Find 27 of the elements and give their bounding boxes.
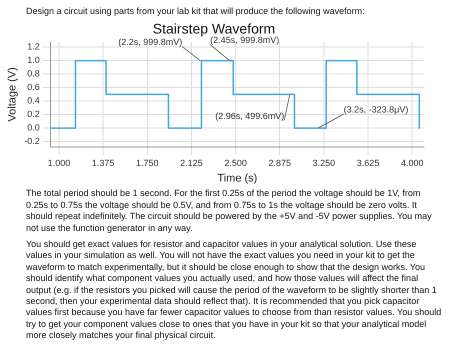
y-tick-label: 1.0	[27, 56, 40, 66]
x-tick-label: 3.250	[312, 158, 336, 168]
y-tick-label: -0.2	[24, 136, 40, 146]
text: The total period should be 1 second. For the first 0.25s of the period the voltage should be 1V, from 0.25s to 0.75s the voltage should be 0.5V, and from 0.75s to 1s the voltage should be zero volts. It should repeat indefinitely. The circuit should be powered by the +5V and -5V power supplies. You may not use the function generator in any way.	[26, 188, 433, 234]
x-tick-label: 1.375	[92, 158, 114, 168]
annotation: (2.96s, 499.6mV)	[215, 111, 284, 122]
x-tick-label: 2.875	[268, 158, 292, 168]
chart-title: Stairstep Waveform	[152, 20, 276, 37]
y-tick-label: 0.6	[27, 82, 40, 93]
y-tick-label: 0.0	[27, 123, 40, 134]
y-tick-label: 0.8	[27, 69, 40, 80]
y-tick-label: 0.2	[27, 110, 40, 120]
x-tick-label: 1.750	[136, 158, 159, 168]
annotation: (2.45s, 999.8mV)	[210, 36, 280, 46]
y-tick-label: 0.4	[27, 96, 40, 106]
annotation: (3.2s, -323.8μV)	[344, 105, 408, 116]
x-tick-label: 1.000	[48, 158, 70, 168]
x-tick-label: 2.125	[180, 158, 203, 168]
text: Design a circuit using parts from your lab kit that will produce the following waveform:	[25, 5, 366, 18]
y-tick-label: 1.2	[27, 42, 40, 52]
x-tick-label: 4.000	[400, 158, 424, 168]
text: You should get exact values for resistor and capacitor values in your analytical solution. Use these values in your simulation as well. You will not have the exact values you need in your kit to get the waveform to match experimentally, but it should be close enough to show that the design works. You should identify what component values you actually used, and how those values will affect the final output (e.g. if the resistors you picked will cause the period of the waveform to be slightly shorter than 1 second, then your experimental data should reflect that). It is recommended that you pick capacitor values first because you have far fewer capacitor values to choose from than resistor values. You should try to get your component values close to ones that you have in your kit so that your analytical model more closely matches your final physical circuit.	[26, 239, 442, 340]
x-tick-label: 2.500	[224, 158, 247, 168]
x-tick-label: 3.625	[356, 158, 380, 168]
x-axis-title: Time (s)	[217, 172, 258, 185]
annotation: (2.2s, 999.8mV)	[118, 38, 182, 48]
y-axis-title: Voltage (V)	[6, 68, 19, 122]
